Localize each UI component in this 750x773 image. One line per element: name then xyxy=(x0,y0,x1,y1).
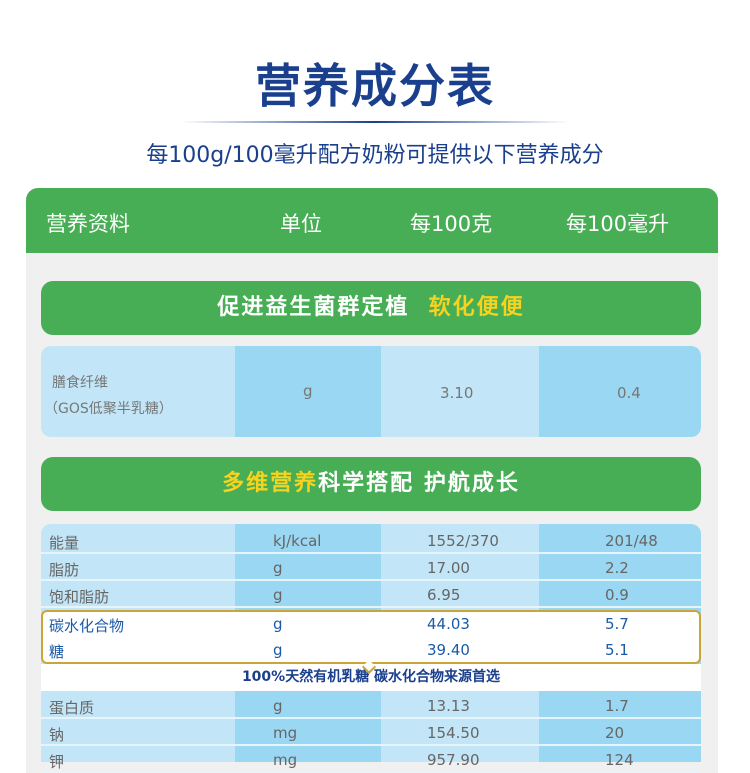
fiber-name: 膳食纤维 xyxy=(52,375,108,391)
cell-text: 0.9 xyxy=(605,586,629,604)
cell-text: 5.7 xyxy=(605,615,629,633)
cell-text: 20 xyxy=(605,724,625,742)
cell-text: 39.40 xyxy=(427,641,470,659)
cell-text: mg xyxy=(273,724,298,742)
cell-text: 957.90 xyxy=(427,751,480,769)
table-row: 钠 mg 154.50 20 xyxy=(41,719,701,746)
table-row: 钾 mg 957.90 124 xyxy=(41,746,701,773)
cell-text: 蛋白质 xyxy=(49,699,95,717)
cell-text: 能量 xyxy=(49,534,80,552)
table-header: 营养资料 单位 每100克 每100毫升 xyxy=(26,188,718,253)
cell-text: g xyxy=(273,641,283,659)
banner-text: 科学搭配 护航成长 xyxy=(318,471,520,496)
fiber-row: 膳食纤维 （GOS低聚半乳糖） g 3.10 0.4 xyxy=(41,346,701,437)
cell-text: 5.1 xyxy=(605,641,629,659)
cell-text: 1.7 xyxy=(605,697,629,715)
table-row: 脂肪 g 17.00 2.2 xyxy=(41,554,701,581)
fiber-subname: （GOS低聚半乳糖） xyxy=(44,401,173,417)
cell-text: g xyxy=(273,586,283,604)
table-row: 能量 kJ/kcal 1552/370 201/48 xyxy=(41,527,701,554)
banner-highlight: 多维营养 xyxy=(222,471,319,496)
cell-text: kJ/kcal xyxy=(273,532,322,550)
cell-text: g xyxy=(273,559,283,577)
cell-text: 154.50 xyxy=(427,724,480,742)
header-per100ml: 每100毫升 xyxy=(566,212,670,236)
cell-text: 13.13 xyxy=(427,697,470,715)
header-nutrient: 营养资料 xyxy=(46,212,130,236)
cell-text: 糖 xyxy=(49,643,65,661)
cell-text: g xyxy=(273,615,283,633)
carbohydrate-highlight: 碳水化合物 g 44.03 5.7 糖 g 39.40 5.1 xyxy=(41,610,701,664)
cell-text: 124 xyxy=(605,751,634,769)
cell-text: g xyxy=(273,697,283,715)
banner-text: 促进益生菌群定植 xyxy=(217,295,410,320)
cell-text: 1552/370 xyxy=(427,532,499,550)
page-subtitle: 每100g/100毫升配方奶粉可提供以下营养成分 xyxy=(146,143,604,168)
cell-text: 钠 xyxy=(49,726,65,744)
cell-text: 44.03 xyxy=(427,615,470,633)
cell-text: 2.2 xyxy=(605,559,629,577)
table-row: 饱和脂肪 g 6.95 0.9 xyxy=(41,581,701,608)
section-banner-nutrition: 多维营养科学搭配 护航成长 xyxy=(41,457,701,511)
cell-text: 6.95 xyxy=(427,586,461,604)
fiber-per100ml: 0.4 xyxy=(617,384,641,402)
cell-text: 碳水化合物 xyxy=(49,617,125,635)
table-row: 碳水化合物 g 44.03 5.7 xyxy=(43,612,699,638)
cell-text: 饱和脂肪 xyxy=(49,588,110,606)
cell-text: 17.00 xyxy=(427,559,470,577)
header-per100g: 每100克 xyxy=(410,212,493,236)
cell-text: mg xyxy=(273,751,298,769)
page-title: 营养成分表 xyxy=(255,59,495,113)
cell-text: 201/48 xyxy=(605,532,658,550)
fiber-unit: g xyxy=(303,382,313,400)
cell-text: 脂肪 xyxy=(49,561,80,579)
section-banner-probiotic: 促进益生菌群定植 软化便便 xyxy=(41,281,701,335)
header-unit: 单位 xyxy=(280,212,322,236)
table-row: 蛋白质 g 13.13 1.7 xyxy=(41,692,701,719)
banner-highlight: 软化便便 xyxy=(428,295,525,320)
fiber-per100g: 3.10 xyxy=(440,384,474,402)
title-divider xyxy=(180,121,570,123)
table-row: 糖 g 39.40 5.1 xyxy=(43,638,699,664)
